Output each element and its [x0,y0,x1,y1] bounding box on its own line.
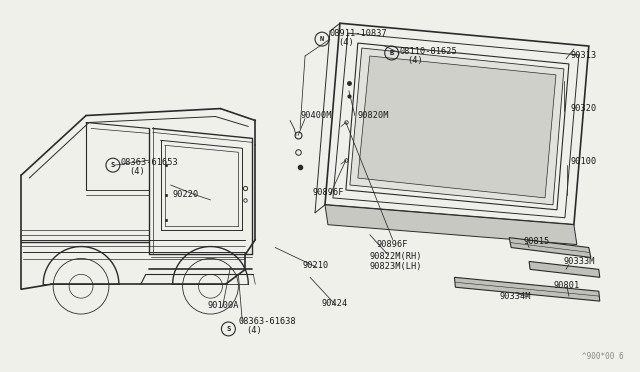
Polygon shape [325,205,577,244]
Text: ^900*00 6: ^900*00 6 [582,352,623,361]
Text: 90334M: 90334M [499,292,531,301]
Text: 90823M(LH): 90823M(LH) [370,262,422,272]
Text: 90320: 90320 [571,104,597,113]
Polygon shape [509,238,591,257]
Text: 90210: 90210 [302,262,328,270]
Polygon shape [350,48,564,205]
Text: 08110-81625: 08110-81625 [399,47,458,56]
Text: 90100: 90100 [571,157,597,166]
Text: S: S [111,162,115,168]
Text: (4): (4) [129,167,145,176]
Text: 90820M: 90820M [358,110,389,119]
Text: 90822M(RH): 90822M(RH) [370,251,422,260]
Text: 90313: 90313 [571,51,597,60]
Text: 90424: 90424 [322,299,348,308]
Text: 90815: 90815 [523,237,549,246]
Polygon shape [529,262,600,277]
Text: 90400M: 90400M [300,110,332,119]
Text: 08911-10837: 08911-10837 [330,29,388,38]
Text: 90896F: 90896F [377,240,408,248]
Text: (4): (4) [408,56,424,65]
Text: S: S [227,326,230,332]
Text: 90333M: 90333M [564,257,595,266]
Text: B: B [390,50,394,56]
Text: 90100A: 90100A [207,301,239,310]
Text: 08363-61638: 08363-61638 [238,317,296,326]
Polygon shape [358,56,556,198]
Polygon shape [454,277,600,301]
Text: 08363-61653: 08363-61653 [121,158,179,167]
Text: N: N [320,36,324,42]
Text: 90896F: 90896F [312,188,344,197]
Text: 90801: 90801 [554,281,580,290]
Text: (4): (4) [246,326,262,335]
Text: 90220: 90220 [173,190,199,199]
Text: (4): (4) [338,38,354,47]
